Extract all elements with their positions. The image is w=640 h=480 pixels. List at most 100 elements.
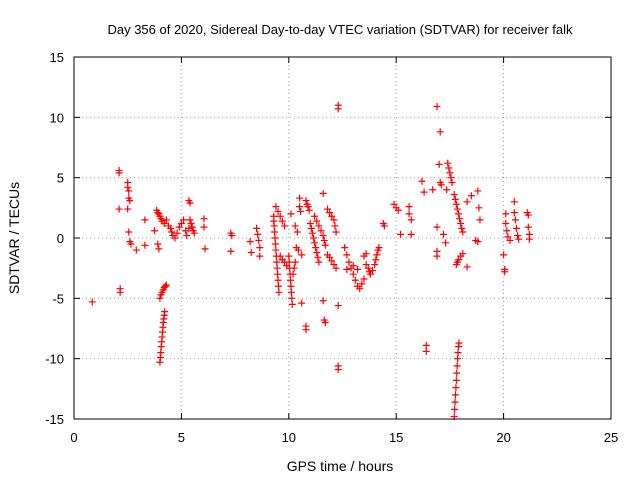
data-point	[502, 220, 510, 228]
data-point	[124, 183, 132, 191]
data-point	[254, 230, 262, 238]
data-point	[433, 252, 441, 260]
data-point	[285, 258, 293, 266]
data-point	[451, 405, 459, 413]
data-point	[407, 230, 415, 238]
data-point	[455, 339, 463, 347]
data-point	[115, 169, 123, 177]
data-point	[371, 261, 379, 269]
data-point	[334, 302, 342, 310]
data-point	[510, 209, 518, 217]
data-point	[341, 244, 349, 252]
data-point	[454, 355, 462, 363]
data-point	[200, 223, 208, 231]
data-point	[125, 228, 133, 236]
data-point	[453, 369, 461, 377]
data-point	[302, 326, 310, 334]
data-point	[308, 229, 316, 237]
data-point	[246, 238, 254, 246]
data-point	[503, 227, 511, 235]
data-point	[271, 228, 279, 236]
data-point	[454, 210, 462, 218]
y-tick-label: -10	[45, 352, 64, 367]
x-tick-label: 15	[389, 430, 403, 445]
data-point	[187, 220, 195, 228]
data-point	[227, 247, 235, 255]
data-point	[366, 270, 374, 278]
data-point	[475, 204, 483, 212]
data-point	[298, 299, 306, 307]
data-point	[313, 248, 321, 256]
data-point	[452, 384, 460, 392]
data-point	[319, 189, 327, 197]
data-point	[168, 228, 176, 236]
data-point	[275, 288, 283, 296]
data-point	[451, 195, 459, 203]
chart-title: Day 356 of 2020, Sidereal Day-to-day VTE…	[107, 22, 573, 37]
data-point	[132, 246, 140, 254]
data-point	[463, 263, 471, 271]
data-point	[124, 205, 132, 213]
data-point	[500, 251, 508, 259]
data-point	[289, 270, 297, 278]
data-point	[515, 235, 523, 243]
data-point	[276, 252, 284, 260]
data-point	[154, 240, 162, 248]
data-point	[307, 224, 315, 232]
data-point	[156, 294, 164, 302]
data-point	[311, 212, 319, 220]
data-point	[458, 224, 466, 232]
data-point	[452, 200, 460, 208]
data-point	[272, 246, 280, 254]
x-tick-label: 20	[496, 430, 510, 445]
data-point	[321, 241, 329, 249]
data-point	[151, 227, 159, 235]
data-point	[351, 276, 359, 284]
data-point	[313, 217, 321, 225]
data-point	[160, 220, 168, 228]
data-point	[270, 222, 278, 230]
data-point	[446, 169, 454, 177]
data-point	[116, 288, 124, 296]
data-point	[328, 212, 336, 220]
x-tick-labels: 0 5 10 15 20 25	[70, 430, 618, 445]
data-point	[332, 228, 340, 236]
data-point	[167, 224, 175, 232]
data-point	[314, 253, 322, 261]
data-point	[443, 186, 451, 194]
data-point	[437, 181, 445, 189]
data-point	[177, 220, 185, 228]
y-tick-label: 15	[50, 50, 64, 65]
data-point	[369, 267, 377, 275]
data-point	[343, 251, 351, 259]
data-point	[452, 376, 460, 384]
data-point	[331, 222, 339, 230]
data-point	[418, 177, 426, 185]
data-point	[315, 258, 323, 266]
data-point	[296, 203, 304, 211]
data-point	[450, 191, 458, 199]
data-point	[200, 215, 208, 223]
data-point	[510, 198, 518, 206]
x-tick-label: 0	[70, 430, 77, 445]
data-point	[305, 206, 313, 214]
data-point	[228, 232, 236, 240]
data-point	[506, 236, 514, 244]
data-point	[405, 203, 413, 211]
axis-ticks	[73, 56, 612, 420]
data-point	[256, 252, 264, 260]
data-point	[162, 216, 170, 224]
data-point	[310, 234, 318, 242]
data-point	[334, 105, 342, 113]
data-point	[157, 349, 165, 357]
data-point	[375, 244, 383, 252]
data-point	[476, 216, 484, 224]
data-point	[162, 281, 170, 289]
data-point	[448, 178, 456, 186]
data-point	[433, 102, 441, 110]
data-point	[190, 229, 198, 237]
x-tick-label: 10	[282, 430, 296, 445]
data-point	[296, 194, 304, 202]
data-point	[173, 229, 181, 237]
y-tick-labels: -15 -10 -5 0 5 10 15	[45, 50, 64, 427]
